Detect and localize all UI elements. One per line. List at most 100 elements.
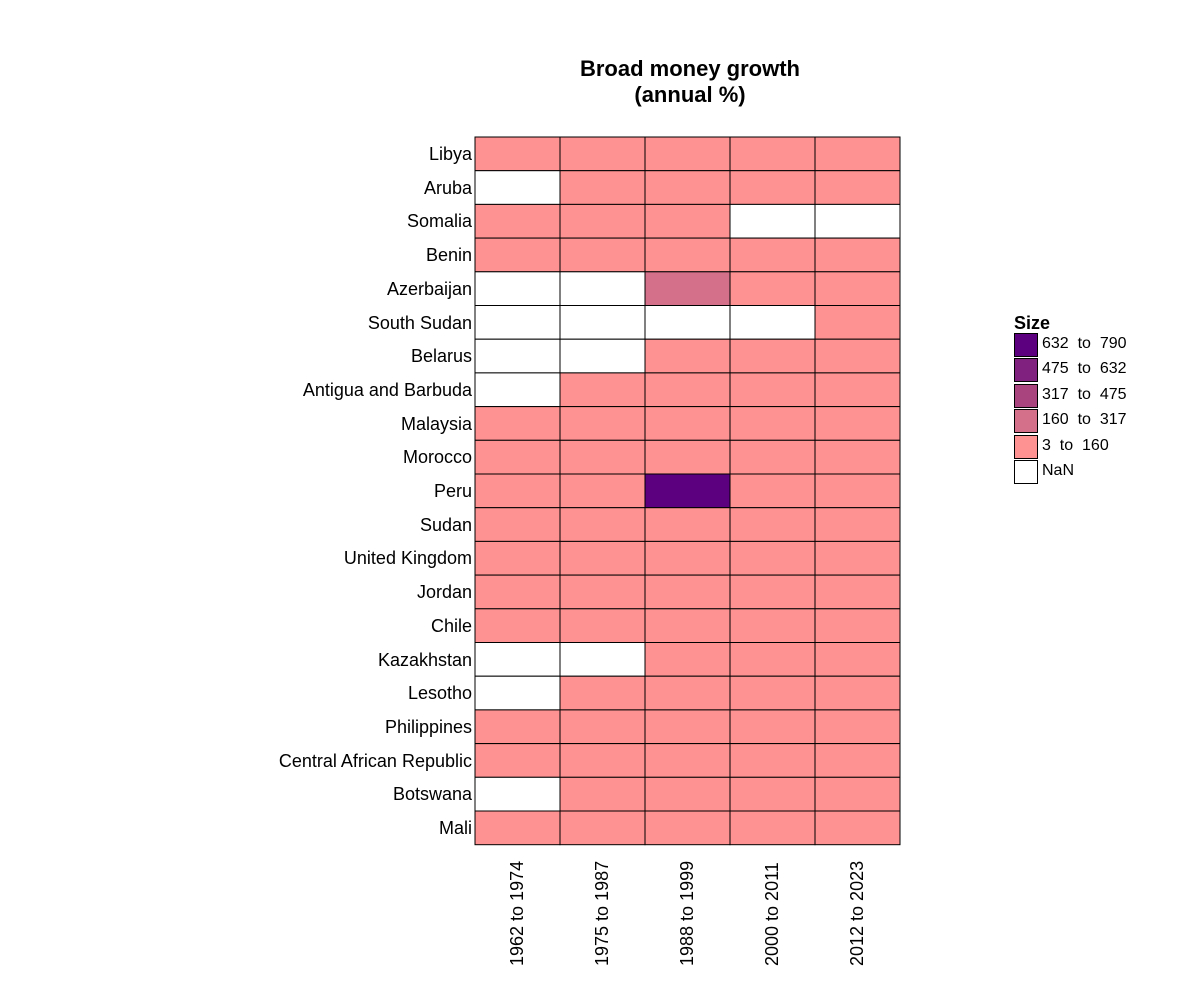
row-label: United Kingdom [343, 548, 472, 569]
heatmap-cell [559, 338, 646, 374]
heatmap-cell [474, 136, 561, 172]
heatmap-cell [814, 540, 901, 576]
heatmap-cell [474, 406, 561, 441]
row-label: Jordan [416, 582, 472, 603]
heatmap-cell [644, 305, 731, 340]
row-label: Mali [438, 818, 472, 838]
heatmap-cell [559, 608, 646, 643]
heatmap-cell [729, 608, 816, 643]
row-label: South Sudan [367, 312, 472, 333]
heatmap-cell [474, 810, 561, 846]
heatmap-cell [474, 574, 561, 610]
heatmap-cell [559, 271, 646, 306]
heatmap-cell [814, 574, 901, 610]
heatmap-cell [814, 743, 901, 778]
heatmap-cell [814, 473, 901, 509]
heatmap-cell [474, 608, 561, 643]
heatmap-cell [729, 776, 816, 812]
heatmap-cell [559, 810, 646, 846]
heatmap-cell [644, 372, 731, 408]
heatmap-cell [644, 540, 731, 576]
heatmap-cell [729, 810, 816, 846]
legend-label: NaN [1042, 462, 1075, 479]
heatmap-cell [729, 170, 816, 205]
row-label: Chile [430, 615, 472, 636]
heatmap-cell [729, 709, 816, 745]
legend-title: Size [1014, 313, 1051, 333]
heatmap-cell [729, 406, 816, 441]
heatmap-cell [559, 237, 646, 273]
chart-title-line-1: Broad money growth [579, 56, 800, 81]
heatmap-cell [559, 743, 646, 778]
row-label: Botswana [392, 784, 472, 805]
heatmap-cell [814, 203, 901, 239]
heatmap-cell [729, 574, 816, 610]
heatmap-cell [644, 136, 731, 172]
heatmap-cell [474, 271, 561, 306]
heatmap-cell [729, 473, 816, 509]
chart-title-line-2: (annual %) [634, 82, 746, 107]
row-label: Philippines [384, 716, 472, 737]
heatmap-cell [559, 406, 646, 441]
heatmap-cell [814, 406, 901, 441]
legend-swatch [1014, 383, 1038, 408]
heatmap-cell [559, 540, 646, 576]
heatmap-cell [814, 675, 901, 711]
heatmap-cell [644, 709, 731, 745]
row-label: Kazakhstan [377, 649, 472, 670]
heatmap-cell [729, 439, 816, 475]
legend-swatch [1014, 333, 1038, 357]
heatmap-cell [644, 675, 731, 711]
heatmap-cell [559, 507, 646, 542]
column-label: 1975 to 1987 [591, 860, 612, 966]
heatmap-cell [559, 675, 646, 711]
heatmap-cell [729, 203, 816, 239]
heatmap-cell [644, 507, 731, 542]
heatmap-cell [814, 810, 901, 846]
heatmap-cell [474, 540, 561, 576]
heatmap-cell [644, 574, 731, 610]
heatmap-cell [559, 574, 646, 610]
heatmap-cell [814, 305, 901, 340]
heatmap-cell [644, 473, 731, 509]
heatmap-cell [729, 642, 816, 677]
heatmap-cell [474, 203, 561, 239]
heatmap-cell [559, 170, 646, 205]
heatmap-cell [729, 136, 816, 172]
legend-swatch [1014, 409, 1038, 434]
heatmap-cell [644, 743, 731, 778]
heatmap-cell [729, 372, 816, 408]
heatmap-cell [644, 203, 731, 239]
heatmap-cell [474, 170, 561, 205]
heatmap-cell [644, 608, 731, 643]
heatmap-cell [729, 540, 816, 576]
heatmap-cell [729, 237, 816, 273]
heatmap-cell [559, 136, 646, 172]
row-label: Somalia [406, 211, 472, 232]
heatmap-cell [729, 675, 816, 711]
row-label: Malaysia [400, 413, 472, 434]
heatmap-cell [644, 271, 731, 306]
row-label: Azerbaijan [386, 278, 472, 299]
row-label: Benin [425, 245, 472, 266]
legend-label: 475 to 632 [1042, 360, 1127, 378]
heatmap-cell [814, 372, 901, 408]
heatmap-cell [814, 709, 901, 745]
heatmap-cell [474, 642, 561, 677]
heatmap-cell [644, 810, 731, 846]
heatmap-cell [814, 439, 901, 475]
row-label: Antigua and Barbuda [302, 379, 472, 400]
legend-label: 632 to 790 [1042, 335, 1127, 352]
legend-label: 3 to 160 [1042, 436, 1109, 454]
heatmap-cell [644, 776, 731, 812]
heatmap-cell [644, 170, 731, 205]
column-label: 2000 to 2011 [761, 862, 782, 966]
heatmap-cell [814, 642, 901, 677]
heatmap-cell [474, 237, 561, 273]
heatmap-cell [814, 338, 901, 374]
heatmap-cell [729, 507, 816, 542]
heatmap-cell [474, 709, 561, 745]
heatmap-cell [559, 203, 646, 239]
legend-swatch [1014, 460, 1038, 484]
